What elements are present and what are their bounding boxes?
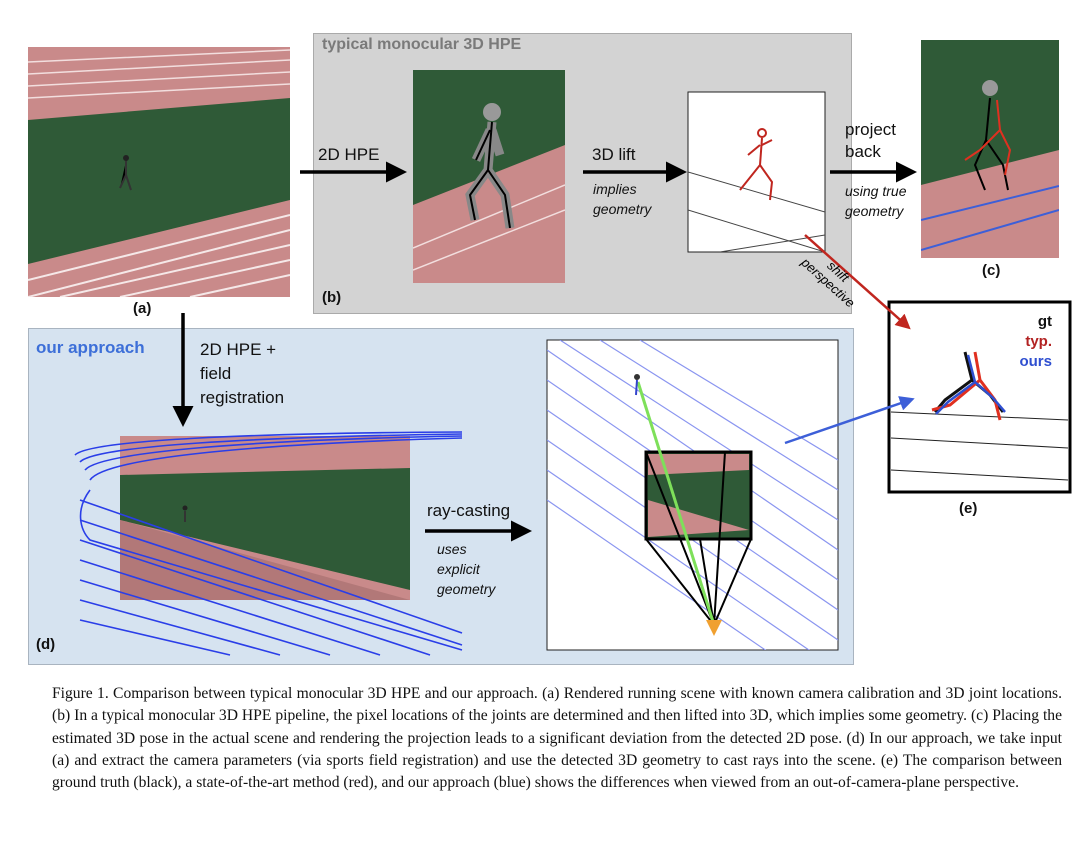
label-c: (c) (982, 262, 1001, 279)
label-d: (d) (36, 636, 56, 653)
label-a: (a) (133, 300, 152, 317)
image-d-field-registration (120, 436, 410, 600)
panel-d-title: our approach (36, 338, 145, 357)
ray-casting-scene (547, 340, 838, 650)
registered-field-lines (74, 431, 463, 656)
arrow-ours-to-e (784, 396, 915, 445)
step-2d-hpe-field-registration: 2D HPE + field registration (200, 340, 285, 407)
image-a-running-scene (28, 47, 290, 297)
note-implies-geometry: implies geometry (593, 181, 652, 217)
panel-b-title: typical monocular 3D HPE (322, 36, 522, 53)
step-3d-lift: 3D lift (592, 145, 636, 164)
figure-caption: Figure 1. Comparison between typical mon… (52, 685, 1062, 792)
step-ray-casting: ray-casting (427, 501, 511, 520)
image-c-projected-pose (921, 40, 1059, 258)
legend-typ: typ. (1025, 333, 1052, 350)
pose-comparison (890, 351, 1069, 481)
step-2d-hpe: 2D HPE (318, 145, 380, 164)
legend-gt: gt (1037, 313, 1052, 330)
label-b: (b) (322, 289, 342, 306)
legend-e: gt typ. ours (990, 312, 1052, 372)
label-e: (e) (959, 500, 978, 517)
note-using-true-geometry: using true geometry (845, 183, 907, 219)
step-project-back: project back (845, 120, 897, 161)
image-b-2d-pose (413, 70, 565, 283)
arrow-shift-perspective (804, 234, 911, 330)
legend-ours: ours (1019, 353, 1052, 370)
note-uses-explicit-geometry: uses explicit geometry (437, 541, 496, 597)
